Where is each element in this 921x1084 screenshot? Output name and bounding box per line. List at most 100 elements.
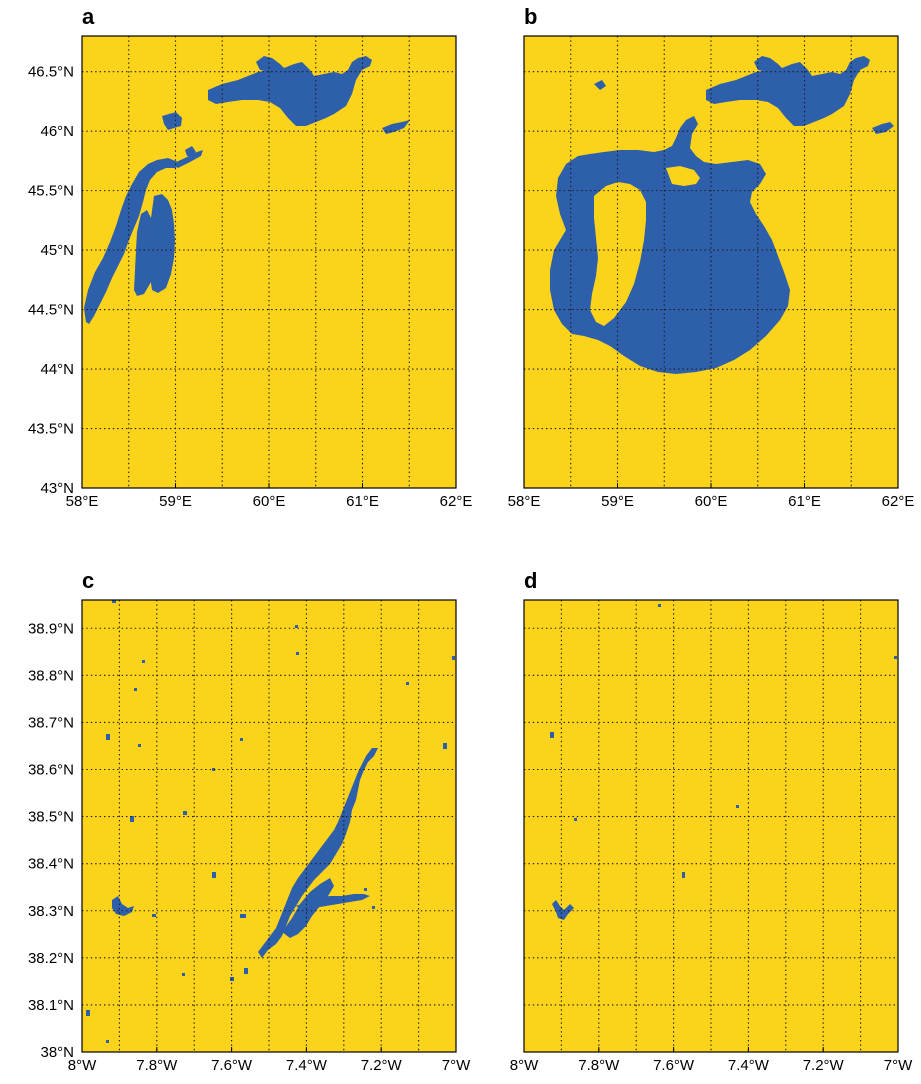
panel-frame [523, 35, 899, 489]
small-aral-sea [208, 56, 372, 126]
x-tick-label: 60°E [695, 493, 728, 510]
western-dry-island [590, 182, 646, 326]
x-tick-label: 7.4°W [286, 1057, 328, 1074]
y-tick-label: 38.9°N [28, 620, 74, 637]
x-tick-label: 60°E [253, 493, 286, 510]
y-tick-label: 38.7°N [28, 714, 74, 731]
panel-frame [81, 35, 457, 489]
water-pixel [452, 656, 455, 660]
y-tick-label: 38.2°N [28, 950, 74, 967]
y-tick-label: 38.5°N [28, 809, 74, 826]
water-pixel [86, 1010, 90, 1016]
water-pixel [112, 600, 116, 603]
y-tick-label: 43°N [40, 480, 74, 497]
x-tick-label: 7.4°W [728, 1057, 770, 1074]
water-pixel [106, 734, 110, 740]
water-pixel [240, 914, 246, 918]
eastern-aral-remnant [134, 210, 154, 296]
water-pixel [106, 1040, 109, 1043]
central-narrow-basin [150, 194, 175, 293]
northern-arm [754, 56, 784, 74]
water-pixel [406, 682, 409, 685]
y-tick-label: 44°N [40, 361, 74, 378]
western-aral-remnant [84, 158, 178, 324]
small-aral-sea [706, 56, 870, 126]
water-pixel [364, 888, 367, 891]
panel-label-c: c [82, 568, 94, 593]
reservoir-main-arm [258, 748, 378, 958]
x-tick-label: 7.2°W [361, 1057, 403, 1074]
y-tick-label: 46°N [40, 123, 74, 140]
y-tick-label: 38.4°N [28, 856, 74, 873]
dry-islands-b [590, 166, 700, 326]
northern-sliver [172, 150, 203, 168]
northern-arm [256, 56, 286, 74]
y-tick-label: 44.5°N [28, 302, 74, 319]
graticule [82, 36, 898, 1052]
water-bodies-a [84, 56, 410, 324]
x-tick-label: 7.8°W [578, 1057, 620, 1074]
water-pixel [295, 625, 298, 628]
x-tick-label: 59°E [159, 493, 192, 510]
water-pixel [240, 738, 243, 741]
water-pixel [682, 872, 685, 878]
water-pixel [152, 914, 156, 917]
water-pixel [183, 811, 187, 815]
x-tick-label: 61°E [788, 493, 821, 510]
x-tick-label: 8°W [68, 1057, 97, 1074]
y-tick-label: 38.3°N [28, 903, 74, 920]
x-tick-label: 7.6°W [653, 1057, 695, 1074]
western-small-pond [552, 900, 574, 920]
small-north-lake [162, 112, 182, 130]
reservoir-core [282, 878, 334, 938]
y-tick-label: 38.8°N [28, 667, 74, 684]
y-tick-label: 38°N [40, 1044, 74, 1061]
eastern-lagoon [382, 120, 410, 134]
x-tick-label: 62°E [440, 493, 473, 510]
water-pixel [244, 968, 248, 974]
water-pixel [658, 604, 661, 607]
water-pixel [736, 805, 739, 808]
x-tick-label: 7.8°W [136, 1057, 178, 1074]
x-tick-label: 62°E [882, 493, 915, 510]
x-tick-label: 58°E [66, 493, 99, 510]
panel-frame [523, 599, 899, 1053]
small-north-pond [185, 146, 196, 156]
panel-label-b: b [524, 4, 537, 29]
x-tick-label: 7°W [884, 1057, 913, 1074]
x-tick-label: 59°E [601, 493, 634, 510]
y-tick-label: 38.1°N [28, 997, 74, 1014]
x-tick-label: 8°W [510, 1057, 539, 1074]
eastern-lagoon [872, 122, 894, 134]
x-tick-label: 61°E [346, 493, 379, 510]
north-small-pond [594, 80, 606, 90]
y-tick-label: 38.6°N [28, 762, 74, 779]
panel-label-a: a [82, 4, 95, 29]
y-tick-label: 45.5°N [28, 183, 74, 200]
panel-frame [81, 599, 457, 1053]
y-tick-label: 45°N [40, 242, 74, 259]
x-tick-label: 58°E [508, 493, 541, 510]
x-tick-label: 7°W [442, 1057, 471, 1074]
water-pixel [296, 652, 299, 655]
water-pixel [182, 973, 185, 976]
x-tick-label: 7.2°W [803, 1057, 845, 1074]
water-bodies-d [550, 604, 897, 920]
tick-labels: 58°E 59°E 60°E 61°E 62°E 43°N 43.5°N 44°N 44.5°N… [28, 64, 914, 1074]
water-pixel [142, 660, 145, 663]
water-pixel [212, 768, 215, 771]
y-tick-label: 43.5°N [28, 421, 74, 438]
water-pixel [212, 872, 216, 878]
x-tick-label: 7.6°W [211, 1057, 253, 1074]
central-lagoon-island [666, 166, 700, 186]
water-pixel [443, 743, 447, 749]
water-pixel [372, 906, 375, 909]
water-pixel [894, 656, 897, 659]
water-pixel [134, 688, 137, 691]
water-pixel [550, 732, 554, 738]
water-pixel [130, 816, 134, 822]
panel-frames [81, 35, 899, 1053]
water-pixel [574, 818, 577, 821]
panel-label-d: d [524, 568, 537, 593]
